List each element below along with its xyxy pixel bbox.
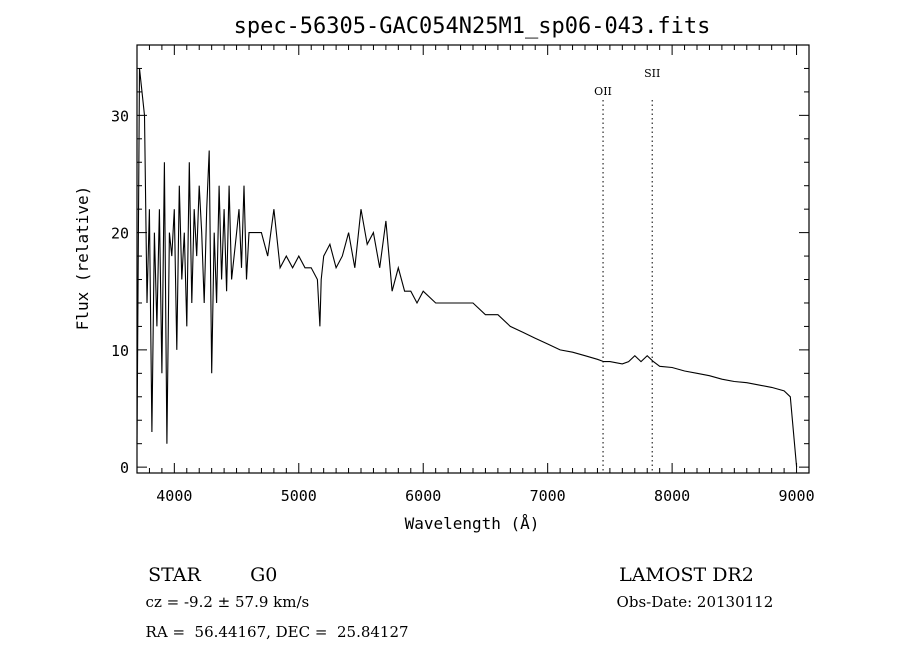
x-tick-label: 7000: [530, 487, 566, 505]
y-axis-label: Flux (relative): [73, 186, 92, 331]
y-tick-label: 10: [111, 342, 129, 360]
plot-axes: 4000 5000 6000 7000 8000 9000 0 10 20 30: [111, 44, 815, 505]
x-tick-label: 9000: [778, 487, 814, 505]
object-class: STAR: [148, 564, 201, 586]
x-tick-label: 5000: [281, 487, 317, 505]
spectrum-line: [136, 68, 798, 468]
x-tick-label: 8000: [654, 487, 690, 505]
x-tick-label: 4000: [156, 487, 192, 505]
object-subclass: G0: [250, 564, 278, 586]
x-axis-label: Wavelength (Å): [405, 514, 540, 533]
obs-date: Obs-Date: 20130112: [616, 593, 774, 611]
plot-frame: [136, 44, 810, 474]
y-tick-label: 30: [111, 107, 129, 125]
chart-title: spec-56305-GAC054N25M1_sp06-043.fits: [234, 14, 711, 39]
plot-marks: OII SII: [136, 67, 798, 473]
y-tick-label: 0: [120, 459, 129, 477]
line-label-sii: SII: [644, 67, 660, 80]
line-label-oii: OII: [594, 85, 612, 98]
survey-name: LAMOST DR2: [619, 564, 754, 586]
x-tick-label: 6000: [405, 487, 441, 505]
redshift-readout: cz = -9.2 ± 57.9 km/s: [145, 593, 310, 611]
coordinates: RA = 56.44167, DEC = 25.84127: [145, 623, 409, 641]
y-tick-label: 20: [111, 225, 129, 243]
